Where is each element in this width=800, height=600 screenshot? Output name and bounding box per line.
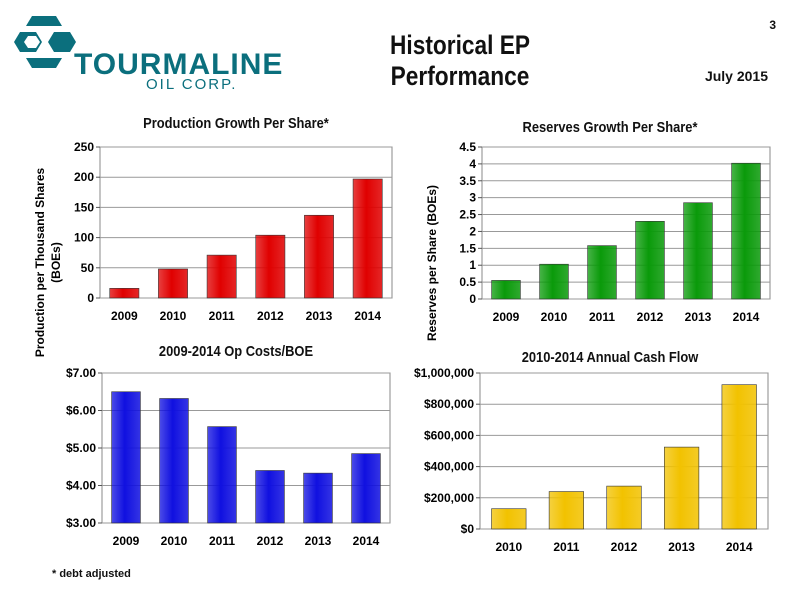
bar-2011	[548, 491, 584, 530]
bar-2014	[352, 178, 383, 299]
y-tick-label: 4	[469, 157, 476, 171]
y-tick-label: 2	[469, 224, 476, 238]
y-axis-label: (BOEs)	[49, 242, 63, 283]
x-tick-label: 2014	[733, 310, 760, 324]
y-tick-label: 3	[469, 191, 476, 205]
page-number: 3	[769, 18, 776, 32]
bar-2014	[721, 384, 757, 530]
bar-2011	[587, 245, 617, 300]
bar-2010	[159, 398, 189, 524]
y-tick-label: 1	[469, 258, 476, 272]
y-tick-label: 150	[74, 200, 94, 214]
bar-2009	[109, 288, 140, 299]
page-date: July 2015	[704, 68, 768, 84]
y-tick-label: 0.5	[459, 275, 476, 289]
logo-wordmark: TOURMALINE	[74, 48, 284, 81]
x-tick-label: 2011	[209, 534, 235, 548]
x-tick-label: 2011	[209, 309, 235, 323]
y-tick-label: $3.00	[66, 516, 96, 530]
y-tick-label: $7.00	[66, 366, 96, 380]
y-tick-label: $200,000	[424, 491, 474, 505]
x-tick-label: 2013	[668, 540, 695, 554]
cashflow-chart-title: 2010-2014 Annual Cash Flow	[521, 349, 699, 366]
x-tick-label: 2010	[541, 310, 568, 324]
bar-2010	[491, 508, 527, 530]
x-tick-label: 2013	[306, 309, 333, 323]
x-tick-label: 2009	[493, 310, 520, 324]
y-tick-label: 0	[87, 291, 94, 305]
x-tick-label: 2012	[611, 540, 638, 554]
logo-subtitle: OIL CORP.	[146, 76, 238, 93]
y-tick-label: $0	[461, 522, 475, 536]
x-tick-label: 2012	[637, 310, 664, 324]
x-tick-label: 2014	[726, 540, 753, 554]
y-axis-label: Reserves per Share (BOEs)	[425, 185, 439, 341]
y-tick-label: $800,000	[424, 397, 474, 411]
x-tick-label: 2010	[160, 309, 187, 323]
y-tick-label: 250	[74, 140, 94, 154]
y-tick-label: 1.5	[459, 241, 476, 255]
y-axis-label: Production per Thousand Shares	[33, 167, 47, 357]
y-tick-label: $600,000	[424, 428, 474, 442]
page-title: Historical EP Performance	[390, 30, 530, 91]
y-tick-label: $400,000	[424, 460, 474, 474]
bar-2013	[664, 446, 700, 530]
reserves-chart-title: Reserves Growth Per Share*	[522, 119, 698, 136]
x-tick-label: 2010	[495, 540, 522, 554]
bar-2013	[303, 472, 333, 524]
bar-2012	[606, 485, 642, 530]
tourmaline-gem-icon	[14, 16, 76, 68]
y-tick-label: $5.00	[66, 441, 96, 455]
bar-2011	[207, 426, 237, 524]
bar-2010	[158, 268, 188, 299]
footnote: * debt adjusted	[52, 568, 131, 580]
bar-2011	[206, 254, 237, 299]
opcosts-chart-title: 2009-2014 Op Costs/BOE	[158, 343, 314, 360]
x-tick-label: 2010	[161, 534, 188, 548]
bar-2010	[539, 263, 569, 300]
x-tick-label: 2014	[353, 534, 380, 548]
y-tick-label: 4.5	[459, 140, 476, 154]
production-chart-title: Production Growth Per Share*	[143, 115, 329, 132]
y-tick-label: $4.00	[66, 479, 96, 493]
x-tick-label: 2011	[589, 310, 615, 324]
bar-2012	[635, 221, 665, 300]
x-tick-label: 2013	[305, 534, 332, 548]
y-tick-label: 50	[81, 261, 95, 275]
bar-2013	[304, 214, 334, 299]
bar-2014	[351, 453, 381, 524]
bar-2009	[491, 280, 521, 300]
x-tick-label: 2011	[553, 540, 579, 554]
x-tick-label: 2012	[257, 309, 284, 323]
x-tick-label: 2009	[113, 534, 140, 548]
y-tick-label: $1,000,000	[414, 366, 474, 380]
y-tick-label: $6.00	[66, 404, 96, 418]
x-tick-label: 2009	[111, 309, 138, 323]
y-tick-label: 0	[469, 292, 476, 306]
bar-2012	[255, 234, 286, 299]
bar-2014	[731, 162, 761, 300]
company-logo: TOURMALINE OIL CORP.	[14, 12, 282, 93]
y-tick-label: 3.5	[459, 174, 476, 188]
y-tick-label: 200	[74, 170, 94, 184]
x-tick-label: 2012	[257, 534, 284, 548]
y-tick-label: 2.5	[459, 208, 476, 222]
x-tick-label: 2013	[685, 310, 712, 324]
x-tick-label: 2014	[354, 309, 381, 323]
bar-2013	[683, 202, 713, 300]
y-tick-label: 100	[74, 231, 94, 245]
bar-2012	[255, 470, 285, 524]
bar-2009	[111, 391, 141, 524]
